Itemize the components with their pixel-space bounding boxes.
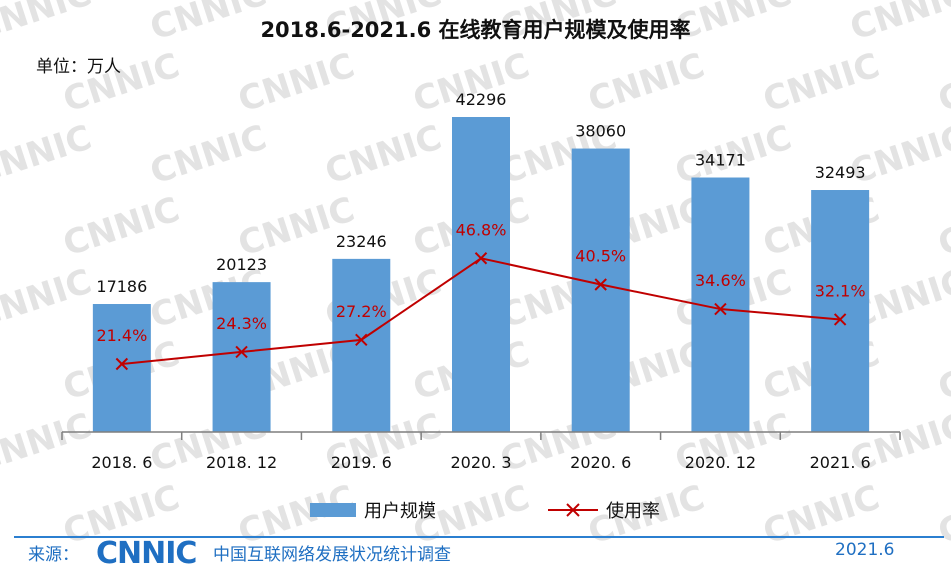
usage-rate-marker [115, 357, 129, 371]
usage-rate-label: 24.3% [216, 314, 267, 333]
bar [452, 117, 510, 432]
footer-date: 2021.6 [835, 540, 895, 560]
bar-value-label: 32493 [815, 163, 866, 182]
cnnic-logo: CNNIC [96, 536, 197, 571]
legend-bar-swatch [310, 503, 356, 517]
x-tick-label: 2021. 6 [810, 453, 871, 472]
bar [212, 282, 271, 432]
bar [332, 258, 391, 432]
bar-value-label: 38060 [575, 122, 626, 141]
bar [92, 304, 151, 432]
footer-source-label: 来源： [28, 545, 79, 565]
unit-label: 单位：万人 [36, 57, 121, 77]
x-tick-label: 2019. 6 [331, 453, 392, 472]
footer-org-name: 中国互联网络发展状况统计调查 [213, 545, 451, 565]
usage-rate-marker [714, 302, 727, 316]
legend-bar-label: 用户规模 [364, 501, 436, 522]
usage-rate-label: 32.1% [815, 281, 866, 300]
usage-rate-label: 46.8% [456, 220, 507, 239]
x-tick-label: 2020. 3 [450, 453, 511, 472]
x-tick-label: 2018. 6 [91, 453, 152, 472]
legend-line-marker [566, 503, 580, 517]
x-tick-label: 2020. 6 [570, 453, 631, 472]
legend-line-label: 使用率 [606, 501, 660, 522]
bar [571, 148, 630, 432]
bar-value-label: 34171 [695, 151, 746, 170]
usage-rate-label: 34.6% [695, 271, 746, 290]
usage-rate-label: 21.4% [96, 326, 147, 345]
usage-rate-marker [594, 278, 607, 291]
bar-value-label: 20123 [216, 255, 267, 274]
usage-rate-marker [355, 333, 368, 347]
bar-value-label: 23246 [336, 232, 387, 251]
bar-value-label: 42296 [456, 90, 507, 109]
usage-rate-label: 27.2% [336, 302, 387, 321]
usage-rate-marker [474, 252, 488, 265]
usage-rate-label: 40.5% [575, 246, 626, 265]
x-tick-label: 2018. 12 [206, 453, 277, 472]
usage-rate-marker [235, 345, 248, 359]
chart-title: 2018.6-2021.6 在线教育用户规模及使用率 [260, 18, 691, 42]
bar-value-label: 17186 [96, 277, 147, 296]
usage-rate-marker [833, 313, 847, 326]
footer-divider [14, 536, 944, 538]
x-tick-label: 2020. 12 [685, 453, 756, 472]
bar [811, 190, 870, 432]
